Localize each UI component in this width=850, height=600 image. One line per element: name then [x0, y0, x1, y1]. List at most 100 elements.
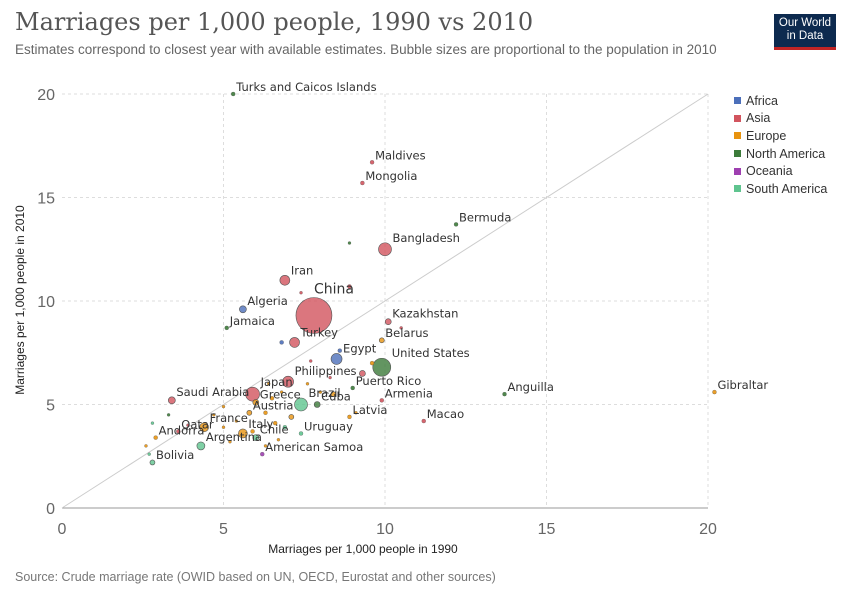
y-tick-label: 15	[37, 191, 55, 208]
point-unlabeled[interactable]	[221, 425, 226, 429]
legend: Africa Asia Europe North America Oceania Sout…	[734, 92, 827, 198]
point-unlabeled[interactable]	[186, 423, 190, 427]
point-saudi-arabia[interactable]	[168, 396, 176, 405]
point-unlabeled[interactable]	[166, 413, 171, 417]
point-unlabeled[interactable]	[263, 444, 268, 448]
point-cuba[interactable]	[313, 401, 321, 408]
point-unlabeled[interactable]	[273, 420, 278, 426]
point-belarus[interactable]	[378, 337, 385, 344]
point-unlabeled[interactable]	[354, 411, 358, 415]
point-unlabeled[interactable]	[279, 390, 284, 394]
point-labels: China Turks and Caicos Islands Maldives Mon…	[156, 80, 768, 462]
point-qatar[interactable]	[176, 429, 181, 434]
point-unlabeled[interactable]	[250, 429, 255, 434]
point-armenia[interactable]	[379, 398, 384, 403]
point-kazakhstan[interactable]	[384, 318, 392, 326]
point-turks-and-caicos-islands[interactable]	[231, 91, 236, 97]
label-belarus: Belarus	[385, 326, 428, 340]
point-bermuda[interactable]	[453, 222, 459, 227]
point-andorra[interactable]	[153, 435, 158, 440]
label-iran: Iran	[291, 263, 313, 277]
label-bolivia: Bolivia	[156, 448, 194, 462]
y-tick-label: 0	[46, 501, 55, 518]
point-argentina[interactable]	[196, 441, 206, 451]
label-chile: Chile	[260, 423, 289, 437]
label-austria: Austria	[253, 398, 294, 412]
legend-item-oceania[interactable]: Oceania	[734, 162, 827, 180]
point-unlabeled[interactable]	[328, 375, 332, 380]
point-gibraltar[interactable]	[712, 389, 717, 395]
point-united-states[interactable]	[372, 357, 392, 377]
point-anguilla[interactable]	[502, 391, 507, 397]
point-unlabeled[interactable]	[150, 421, 155, 425]
point-latvia[interactable]	[347, 414, 352, 420]
owid-logo[interactable]: Our World in Data	[774, 14, 836, 50]
point-unlabeled[interactable]	[318, 390, 323, 394]
point-algeria[interactable]	[239, 305, 247, 314]
point-unlabeled[interactable]	[299, 291, 303, 295]
label-mongolia: Mongolia	[365, 169, 417, 183]
point-unlabeled[interactable]	[309, 359, 313, 363]
diagonal-reference-line	[61, 93, 709, 509]
point-unlabeled[interactable]	[369, 360, 375, 366]
point-mongolia[interactable]	[360, 180, 365, 186]
point-unlabeled[interactable]	[267, 382, 271, 386]
point-austria[interactable]	[246, 409, 253, 416]
point-bolivia[interactable]	[149, 459, 156, 466]
label-turkey: Turkey	[300, 325, 339, 339]
point-jamaica[interactable]	[224, 325, 229, 331]
point-turkey[interactable]	[289, 337, 300, 348]
legend-label: Africa	[746, 93, 778, 108]
point-unlabeled[interactable]	[347, 241, 352, 245]
point-unlabeled[interactable]	[359, 370, 366, 377]
point-unlabeled[interactable]	[288, 414, 295, 420]
point-american-samoa[interactable]	[260, 452, 265, 457]
point-unlabeled[interactable]	[282, 425, 288, 430]
point-unlabeled[interactable]	[234, 419, 239, 423]
point-unlabeled[interactable]	[144, 444, 148, 448]
legend-item-north-america[interactable]: North America	[734, 145, 827, 163]
point-unlabeled[interactable]	[399, 326, 403, 330]
point-unlabeled[interactable]	[330, 391, 337, 397]
source-note: Source: Crude marriage rate (OWID based …	[15, 570, 496, 584]
point-unlabeled[interactable]	[228, 440, 232, 444]
point-brazil[interactable]	[294, 397, 308, 412]
point-unlabeled[interactable]	[305, 382, 310, 386]
chart-title: Marriages per 1,000 people, 1990 vs 2010	[15, 8, 534, 36]
x-tick-label: 5	[219, 521, 228, 538]
legend-label: Oceania	[746, 164, 793, 179]
x-tick-label: 20	[699, 521, 717, 538]
point-unlabeled[interactable]	[263, 410, 268, 415]
point-unlabeled[interactable]	[221, 404, 226, 409]
legend-item-asia[interactable]: Asia	[734, 110, 827, 128]
point-chile[interactable]	[252, 434, 260, 441]
point-china[interactable]	[295, 297, 333, 334]
point-maldives[interactable]	[369, 160, 375, 165]
point-greece[interactable]	[252, 399, 260, 406]
point-unlabeled[interactable]	[347, 284, 352, 289]
chart-subtitle: Estimates correspond to closest year wit…	[15, 42, 717, 57]
point-bangladesh[interactable]	[378, 242, 392, 257]
point-puerto-rico[interactable]	[350, 385, 355, 391]
point-unlabeled[interactable]	[212, 413, 216, 417]
legend-item-south-america[interactable]: South America	[734, 180, 827, 198]
label-argentina: Argentina	[206, 430, 262, 444]
label-gibraltar: Gibraltar	[717, 378, 768, 392]
point-philippines[interactable]	[282, 375, 294, 388]
point-unlabeled[interactable]	[337, 348, 342, 353]
point-unlabeled[interactable]	[276, 438, 281, 442]
legend-item-africa[interactable]: Africa	[734, 92, 827, 110]
point-unlabeled[interactable]	[279, 340, 284, 345]
point-italy[interactable]	[238, 428, 248, 439]
point-unlabeled[interactable]	[269, 396, 275, 401]
point-uruguay[interactable]	[298, 431, 304, 436]
point-iran[interactable]	[279, 274, 291, 286]
point-unlabeled[interactable]	[147, 452, 151, 456]
point-egypt[interactable]	[330, 353, 343, 365]
point-japan[interactable]	[245, 386, 260, 402]
point-macao[interactable]	[421, 418, 426, 424]
label-armenia: Armenia	[385, 386, 433, 400]
point-france[interactable]	[199, 422, 209, 433]
legend-item-europe[interactable]: Europe	[734, 127, 827, 145]
